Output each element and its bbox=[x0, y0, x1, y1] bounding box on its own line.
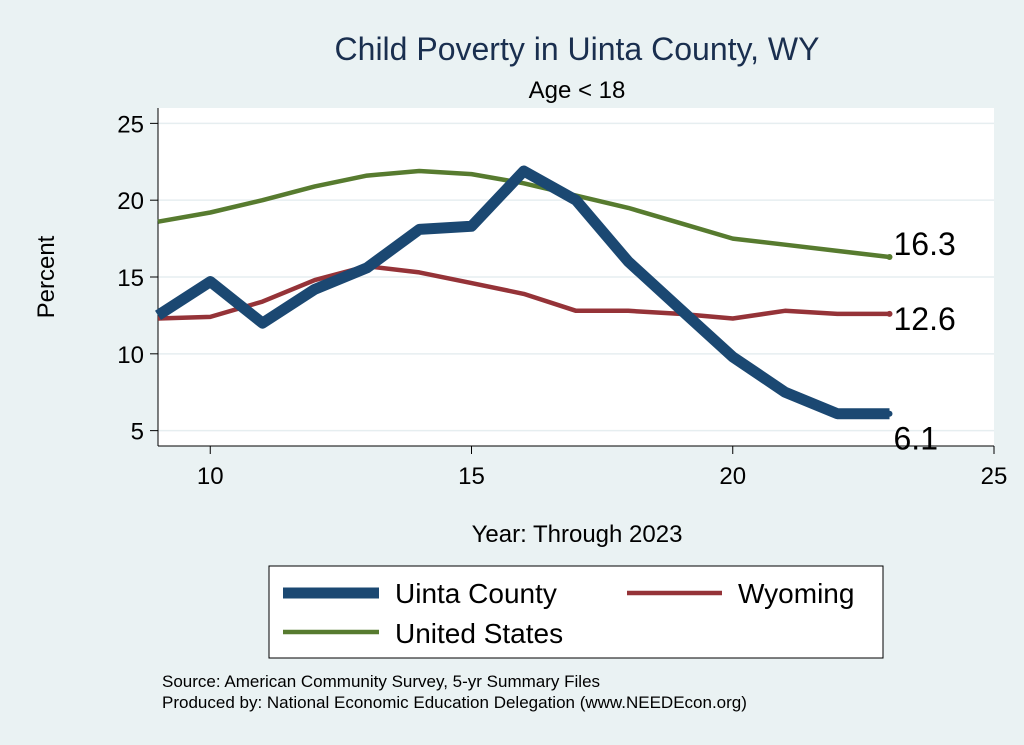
y-tick-label: 10 bbox=[117, 342, 144, 369]
series-lines bbox=[155, 165, 893, 420]
end-point-wyoming bbox=[886, 310, 893, 317]
gridlines bbox=[158, 122, 994, 432]
legend-label-uinta-county: Uinta County bbox=[395, 578, 557, 609]
x-tick-label: 10 bbox=[197, 463, 224, 490]
axes: 5 10 15 20 25 10 15 20 25 bbox=[117, 108, 1007, 490]
x-axis-label: Year: Through 2023 bbox=[472, 521, 683, 548]
end-point-uinta-county bbox=[886, 410, 893, 417]
y-tick-label: 25 bbox=[117, 111, 144, 138]
chart-subtitle: Age < 18 bbox=[529, 77, 626, 104]
legend-box bbox=[268, 565, 884, 659]
end-point-united-states bbox=[886, 254, 893, 261]
end-label-wyoming: 12.6 bbox=[894, 301, 956, 337]
end-label-uinta-county: 6.1 bbox=[894, 421, 938, 457]
end-label-united-states: 16.3 bbox=[894, 226, 956, 262]
series-line-united-states bbox=[157, 168, 890, 260]
producer-note: Produced by: National Economic Education… bbox=[162, 693, 747, 712]
source-note: Source: American Community Survey, 5-yr … bbox=[162, 672, 600, 691]
legend: Uinta County Wyoming United States bbox=[283, 578, 854, 649]
series-line-uinta-county bbox=[155, 165, 890, 420]
end-labels: 6.1 12.6 16.3 bbox=[894, 226, 956, 457]
y-tick-label: 5 bbox=[131, 419, 144, 446]
y-tick-label: 20 bbox=[117, 188, 144, 215]
y-axis-label: Percent bbox=[33, 235, 60, 318]
x-tick-label: 25 bbox=[981, 463, 1008, 490]
series-line-wyoming bbox=[157, 263, 890, 321]
legend-label-wyoming: Wyoming bbox=[738, 578, 854, 609]
chart-title: Child Poverty in Uinta County, WY bbox=[335, 31, 820, 67]
x-tick-label: 15 bbox=[458, 463, 485, 490]
legend-label-united-states: United States bbox=[395, 618, 563, 649]
y-tick-label: 15 bbox=[117, 265, 144, 292]
x-tick-label: 20 bbox=[719, 463, 746, 490]
